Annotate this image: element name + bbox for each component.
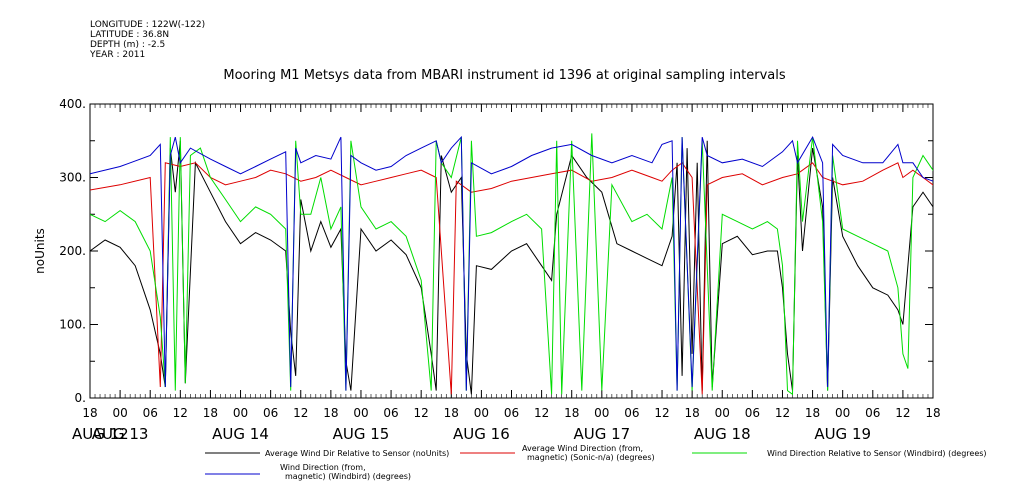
x-hour-label: 06 [143, 406, 158, 420]
x-date-label: AUG 13 [92, 425, 149, 443]
x-hour-label: 12 [534, 406, 549, 420]
x-hour-label: 06 [624, 406, 639, 420]
series-line-3 [90, 133, 933, 396]
depth-label: DEPTH (m) : -2.5 [90, 40, 166, 50]
x-date-label: AUG 19 [814, 425, 871, 443]
x-hour-label: 00 [835, 406, 850, 420]
y-tick-label: 100. [59, 318, 86, 332]
legend-label-1: Average Wind Dir Relative to Sensor (noU… [265, 449, 449, 458]
x-hour-label: 00 [715, 406, 730, 420]
x-hour-label: 06 [865, 406, 880, 420]
latitude-label: LATITUDE : 36.8N [90, 30, 170, 40]
x-date-label: AUG 12 [72, 425, 129, 443]
x-hour-label: 06 [504, 406, 519, 420]
y-tick-label: 300. [59, 171, 86, 185]
x-hour-label: 18 [444, 406, 459, 420]
x-hour-label: 12 [293, 406, 308, 420]
x-hour-label: 06 [745, 406, 760, 420]
x-hour-label: 18 [805, 406, 820, 420]
legend-label-3: Wind Direction Relative to Sensor (Windb… [767, 449, 987, 458]
chart-title: Mooring M1 Metsys data from MBARI instru… [223, 68, 786, 83]
x-hour-label: 12 [654, 406, 669, 420]
x-date-label: AUG 15 [333, 425, 390, 443]
x-hour-label: 12 [414, 406, 429, 420]
x-date-label: AUG 18 [694, 425, 751, 443]
x-date-label: AUG 14 [212, 425, 269, 443]
legend-label-4: magnetic) (Windbird) (degrees) [285, 472, 411, 481]
y-axis-label: noUnits [33, 228, 47, 274]
x-date-label: AUG 16 [453, 425, 510, 443]
y-tick-label: 0. [75, 391, 86, 405]
x-hour-label: 00 [233, 406, 248, 420]
metadata-block: LONGITUDE : 122W(-122) LATITUDE : 36.8N … [90, 20, 205, 60]
longitude-label: LONGITUDE : 122W(-122) [90, 20, 206, 30]
x-hour-label: 12 [895, 406, 910, 420]
x-hour-label: 12 [173, 406, 188, 420]
x-hour-label: 18 [685, 406, 700, 420]
x-hour-label: 18 [323, 406, 338, 420]
x-hour-label: 12 [775, 406, 790, 420]
y-tick-label: 400. [59, 97, 86, 111]
year-label: YEAR : 2011 [90, 50, 146, 60]
legend-label-4: Wind Direction (from, [280, 463, 366, 472]
x-hour-label: 18 [82, 406, 97, 420]
y-tick-label: 200. [59, 244, 86, 258]
x-hour-label: 06 [383, 406, 398, 420]
x-hour-label: 18 [925, 406, 940, 420]
x-hour-label: 00 [474, 406, 489, 420]
x-hour-label: 18 [564, 406, 579, 420]
legend-label-2: magnetic) (Sonic-n/a) (degrees) [527, 453, 655, 462]
x-hour-label: 00 [112, 406, 127, 420]
series-line-4 [90, 135, 933, 391]
series-line-2 [90, 162, 933, 395]
x-date-label: AUG 17 [573, 425, 630, 443]
x-hour-label: 00 [353, 406, 368, 420]
x-hour-label: 18 [203, 406, 218, 420]
x-hour-label: 06 [263, 406, 278, 420]
x-hour-label: 00 [594, 406, 609, 420]
legend-label-2: Average Wind Direction (from, [522, 444, 643, 453]
